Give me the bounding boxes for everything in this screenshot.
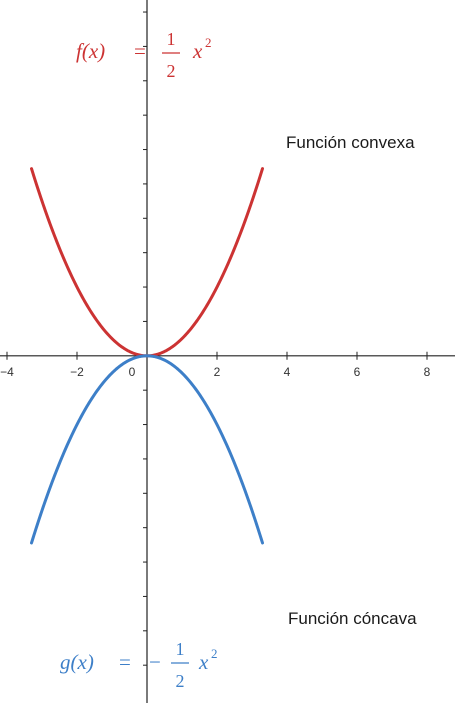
formula-f-denominator: 2 [167, 61, 176, 81]
x-tick-label: −4 [0, 365, 14, 379]
x-tick-label: 8 [424, 365, 431, 379]
formula-g-variable: x [198, 650, 209, 674]
formula-f-label: f(x) = 1 2 x 2 [76, 29, 212, 81]
x-tick-label: 2 [214, 365, 221, 379]
annotation-convex: Función convexa [286, 133, 415, 152]
formula-g-label: g(x) = − 1 2 x 2 [60, 639, 218, 691]
formula-g-lhs: g(x) [60, 650, 94, 674]
formula-g-exponent: 2 [211, 646, 218, 661]
formula-f-equals: = [134, 39, 146, 63]
x-tick-label: 0 [129, 365, 136, 379]
formula-g-denominator: 2 [176, 671, 185, 691]
formula-f-lhs: f(x) [76, 39, 105, 63]
x-tick-labels: −4 −2 0 2 4 6 8 [0, 365, 431, 379]
formula-g-equals: = [119, 650, 131, 674]
formula-f-numerator: 1 [167, 29, 176, 49]
formula-f-variable: x [192, 39, 203, 63]
x-tick-label: 4 [284, 365, 291, 379]
x-tick-label: 6 [354, 365, 361, 379]
annotation-concave: Función cóncava [288, 609, 417, 628]
curves [30, 167, 264, 545]
x-tick-label: −2 [70, 365, 84, 379]
series-g-line [30, 354, 264, 545]
formula-g-numerator: 1 [176, 639, 185, 659]
formula-f-exponent: 2 [205, 35, 212, 50]
formula-g-sign: − [149, 650, 161, 674]
axis-ticks [6, 11, 428, 666]
